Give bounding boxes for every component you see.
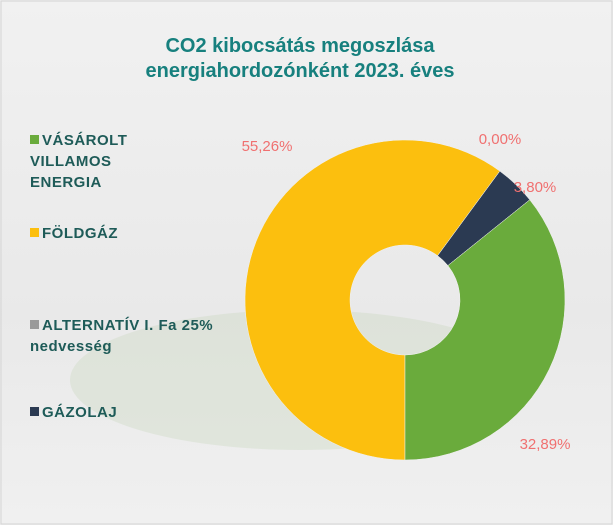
legend-label: GÁZOLAJ bbox=[42, 404, 118, 421]
data-label: 55,26% bbox=[242, 138, 293, 155]
donut-segment bbox=[244, 139, 501, 461]
data-label: 32,89% bbox=[520, 436, 571, 453]
legend-label: FÖLDGÁZ bbox=[42, 225, 118, 242]
legend-item: GÁZOLAJ bbox=[30, 402, 230, 423]
legend-item: ALTERNATÍV I. Fa 25% nedvesség bbox=[30, 315, 230, 357]
data-label: 3,80% bbox=[514, 179, 557, 196]
legend-swatch bbox=[30, 135, 39, 144]
legend-label: VÁSÁROLT VILLAMOS ENERGIA bbox=[30, 132, 128, 191]
legend-item: VÁSÁROLT VILLAMOS ENERGIA bbox=[30, 130, 150, 193]
donut-segment bbox=[404, 199, 566, 461]
chart-title: CO2 kibocsátás megoszlása bbox=[165, 35, 435, 57]
data-label: 0,00% bbox=[479, 131, 522, 148]
legend-swatch bbox=[30, 320, 39, 329]
legend-swatch bbox=[30, 228, 39, 237]
chart-title: energiahordozónként 2023. éves bbox=[145, 60, 454, 82]
legend-label: ALTERNATÍV I. Fa 25% nedvesség bbox=[30, 317, 214, 355]
legend-item: FÖLDGÁZ bbox=[30, 223, 230, 244]
legend-swatch bbox=[30, 407, 39, 416]
